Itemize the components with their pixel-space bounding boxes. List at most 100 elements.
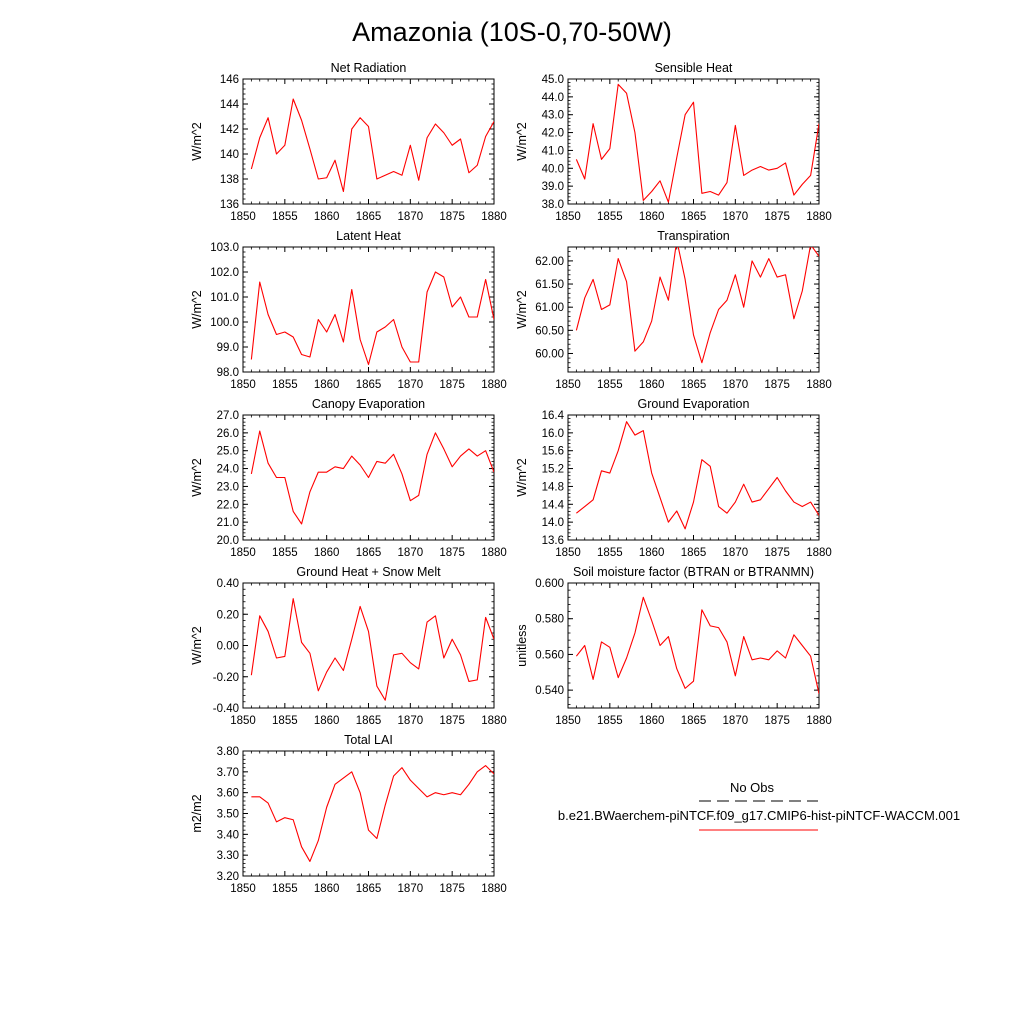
y-tick-label: 0.00 xyxy=(217,641,239,653)
y-tick-label: 20.0 xyxy=(217,535,239,547)
x-tick-label: 1850 xyxy=(230,883,256,895)
y-tick-label: 60.00 xyxy=(535,348,564,360)
x-tick-label: 1865 xyxy=(356,883,382,895)
x-tick-label: 1865 xyxy=(681,715,707,727)
y-tick-label: 61.50 xyxy=(535,279,564,291)
x-tick-label: 1850 xyxy=(230,211,256,223)
x-tick-label: 1855 xyxy=(597,211,623,223)
series-line xyxy=(575,247,819,364)
series-line xyxy=(250,430,494,525)
x-tick-label: 1855 xyxy=(272,883,298,895)
x-tick-label: 1850 xyxy=(230,379,256,391)
y-tick-label: 42.0 xyxy=(542,128,564,140)
panel-2: 1850 1855 1860 1865 1870 1875 1880 98.0 99.0 100.… xyxy=(190,229,507,391)
x-tick-label: 1875 xyxy=(764,715,790,727)
y-tick-label: 41.0 xyxy=(542,145,564,157)
x-tick-label: 1875 xyxy=(764,547,790,559)
series-line xyxy=(250,271,494,366)
y-tick-label: 101.0 xyxy=(210,292,239,304)
y-tick-label: 39.0 xyxy=(542,181,564,193)
x-tick-label: 1850 xyxy=(555,547,581,559)
series-line xyxy=(575,596,819,694)
y-tick-label: 26.0 xyxy=(217,428,239,440)
panel-title: Canopy Evaporation xyxy=(312,397,425,411)
y-tick-label: 14.4 xyxy=(542,499,565,511)
y-tick-label: 40.0 xyxy=(542,163,564,175)
panel-3: 1850 1855 1860 1865 1870 1875 1880 60.00 60.50 61… xyxy=(515,229,832,391)
panel-0: 1850 1855 1860 1865 1870 1875 1880 136 138 140 142… xyxy=(190,61,507,223)
y-tick-label: 38.0 xyxy=(542,199,564,211)
x-tick-label: 1855 xyxy=(597,547,623,559)
x-tick-label: 1850 xyxy=(230,547,256,559)
y-tick-label: 3.60 xyxy=(217,788,239,800)
x-tick-label: 1875 xyxy=(764,379,790,391)
y-tick-label: 60.50 xyxy=(535,325,564,337)
x-tick-label: 1860 xyxy=(314,715,340,727)
panel-title: Latent Heat xyxy=(336,229,401,243)
x-tick-label: 1880 xyxy=(481,883,507,895)
x-tick-label: 1880 xyxy=(806,547,832,559)
panel-title: Sensible Heat xyxy=(655,61,733,75)
y-tick-label: 0.40 xyxy=(217,578,239,590)
legend-obs-label: No Obs xyxy=(730,780,775,795)
panel-title: Total LAI xyxy=(344,733,393,747)
y-tick-label: 21.0 xyxy=(217,517,239,529)
x-tick-label: 1870 xyxy=(723,211,749,223)
y-tick-label: 15.6 xyxy=(542,446,564,458)
x-tick-label: 1870 xyxy=(723,715,749,727)
y-tick-label: 15.2 xyxy=(542,464,564,476)
x-tick-label: 1865 xyxy=(681,547,707,559)
x-tick-label: 1860 xyxy=(314,211,340,223)
panel-5: 1850 1855 1860 1865 1870 1875 1880 13.6 14.0 14.4… xyxy=(515,397,832,559)
series-line xyxy=(576,421,819,530)
y-axis-label: W/m^2 xyxy=(190,290,204,329)
y-tick-label: 3.30 xyxy=(217,850,239,862)
legend-case-label: b.e21.BWaerchem-piNTCF.f09_g17.CMIP6-his… xyxy=(558,808,960,823)
y-tick-label: 14.0 xyxy=(542,517,564,529)
x-tick-label: 1870 xyxy=(398,547,424,559)
x-tick-label: 1860 xyxy=(314,379,340,391)
y-tick-label: 0.580 xyxy=(535,614,564,626)
legend: No Obs b.e21.BWaerchem-piNTCF.f09_g17.CM… xyxy=(558,780,960,831)
x-tick-label: 1880 xyxy=(806,715,832,727)
panel-4: 1850 1855 1860 1865 1870 1875 1880 20.0 21.0 22.0… xyxy=(190,397,507,559)
y-axis-label: W/m^2 xyxy=(515,122,529,161)
figure-title: Amazonia (10S-0,70-50W) xyxy=(352,17,672,47)
y-tick-label: 27.0 xyxy=(217,410,239,422)
x-tick-label: 1870 xyxy=(398,379,424,391)
y-axis-label: W/m^2 xyxy=(190,122,204,161)
y-tick-label: 3.20 xyxy=(217,871,239,883)
y-tick-label: 99.0 xyxy=(217,342,239,354)
x-tick-label: 1860 xyxy=(314,883,340,895)
panel-title: Ground Evaporation xyxy=(638,397,750,411)
x-tick-label: 1855 xyxy=(272,379,298,391)
x-tick-label: 1860 xyxy=(314,547,340,559)
panel-1: 1850 1855 1860 1865 1870 1875 1880 38.0 39.0 40.0… xyxy=(515,61,832,223)
y-axis-label: W/m^2 xyxy=(190,458,204,497)
series-line xyxy=(250,598,494,701)
y-axis-label: W/m^2 xyxy=(515,458,529,497)
x-tick-label: 1855 xyxy=(272,211,298,223)
x-tick-label: 1870 xyxy=(723,547,749,559)
y-tick-label: 22.0 xyxy=(217,499,239,511)
y-tick-label: 0.560 xyxy=(535,649,564,661)
y-tick-label: 62.00 xyxy=(535,256,564,268)
panel-8: 1850 1855 1860 1865 1870 1875 1880 3.20 3.30 3.40… xyxy=(190,733,507,895)
x-tick-label: 1855 xyxy=(272,547,298,559)
y-tick-label: 0.20 xyxy=(217,609,239,621)
y-axis-label: W/m^2 xyxy=(515,290,529,329)
y-tick-label: 3.40 xyxy=(217,829,239,841)
x-tick-label: 1865 xyxy=(681,211,707,223)
y-tick-label: -0.40 xyxy=(213,703,239,715)
y-tick-label: 16.0 xyxy=(542,428,564,440)
y-tick-label: 43.0 xyxy=(542,110,564,122)
x-tick-label: 1850 xyxy=(230,715,256,727)
x-tick-label: 1860 xyxy=(639,715,665,727)
x-tick-label: 1850 xyxy=(555,211,581,223)
y-tick-label: 103.0 xyxy=(210,242,239,254)
y-tick-label: 23.0 xyxy=(217,481,239,493)
y-axis-label: unitless xyxy=(515,624,529,666)
y-tick-label: 136 xyxy=(220,199,239,211)
y-tick-label: 14.8 xyxy=(542,481,564,493)
x-tick-label: 1865 xyxy=(356,379,382,391)
